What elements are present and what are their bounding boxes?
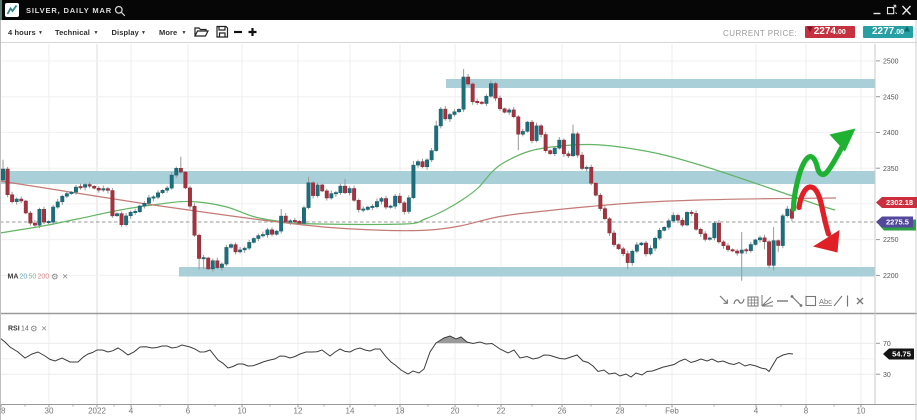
svg-text:RSI: RSI xyxy=(8,326,20,333)
svg-text:4: 4 xyxy=(754,407,759,416)
svg-text:26: 26 xyxy=(558,407,567,416)
svg-text:⚙: ⚙ xyxy=(51,272,59,282)
svg-text:2302.18: 2302.18 xyxy=(886,198,913,207)
svg-text:2450: 2450 xyxy=(883,94,899,101)
svg-text:10: 10 xyxy=(238,407,247,416)
svg-text:2350: 2350 xyxy=(883,166,899,173)
svg-text:14: 14 xyxy=(21,326,29,333)
svg-text:✕: ✕ xyxy=(41,324,47,333)
svg-text:28: 28 xyxy=(616,407,625,416)
svg-text:2250: 2250 xyxy=(883,237,899,244)
svg-text:22: 22 xyxy=(497,407,506,416)
svg-text:50: 50 xyxy=(29,274,37,281)
svg-text:18: 18 xyxy=(396,407,405,416)
svg-text:2275.5: 2275.5 xyxy=(886,218,909,227)
svg-text:14: 14 xyxy=(346,407,355,416)
svg-text:2400: 2400 xyxy=(883,130,899,137)
svg-text:⚙: ⚙ xyxy=(30,324,38,334)
svg-text:6: 6 xyxy=(186,407,191,416)
svg-text:30: 30 xyxy=(45,407,54,416)
svg-text:70: 70 xyxy=(883,341,891,348)
svg-text:28: 28 xyxy=(0,407,6,416)
svg-text:200: 200 xyxy=(38,274,50,281)
svg-text:8: 8 xyxy=(804,407,809,416)
svg-text:2200: 2200 xyxy=(883,273,899,280)
svg-text:10: 10 xyxy=(857,407,866,416)
svg-text:✕: ✕ xyxy=(62,272,68,281)
svg-text:12: 12 xyxy=(294,407,303,416)
svg-text:20: 20 xyxy=(20,274,28,281)
svg-text:MA: MA xyxy=(8,274,19,281)
svg-text:54.75: 54.75 xyxy=(892,350,911,359)
svg-text:30: 30 xyxy=(883,372,891,379)
svg-text:2500: 2500 xyxy=(883,59,899,66)
svg-text:2022: 2022 xyxy=(88,407,106,416)
svg-text:Abc: Abc xyxy=(819,297,832,306)
svg-text:4: 4 xyxy=(129,407,134,416)
svg-text:20: 20 xyxy=(451,407,460,416)
svg-text:Feb: Feb xyxy=(665,407,679,416)
